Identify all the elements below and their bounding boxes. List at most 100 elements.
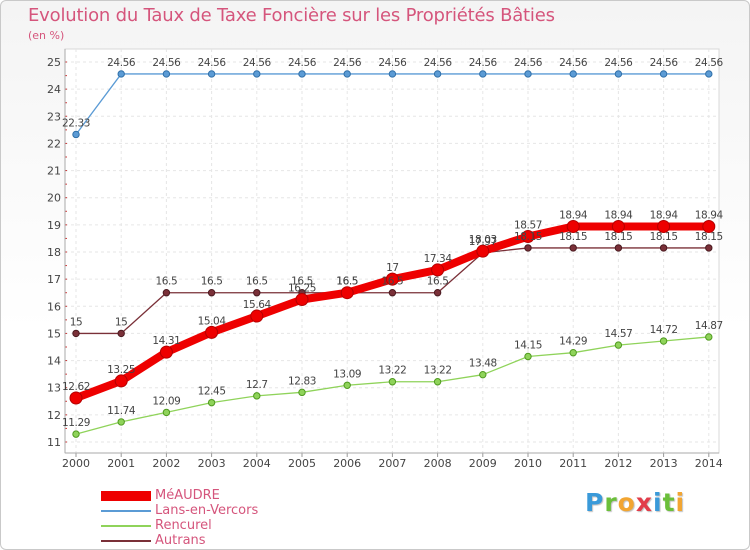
data-point-lans-en-vercors: [207, 70, 216, 78]
data-point-autrans: [569, 244, 577, 252]
data-point-lans-en-vercors: [117, 70, 125, 78]
logo-letter: o: [617, 488, 636, 517]
y-tick-label: 14: [47, 355, 61, 368]
y-tick-label: 22: [47, 137, 61, 150]
legend-label-lans-en-vercors: Lans-en-Vercors: [155, 503, 259, 518]
data-point-m-audre: [521, 230, 535, 244]
data-point-lans-en-vercors: [524, 70, 532, 78]
y-tick-label: 13: [47, 382, 61, 395]
x-tick-label: 2006: [333, 457, 361, 470]
data-label-autrans: 16.5: [201, 276, 223, 288]
x-tick-label: 2010: [514, 457, 542, 470]
data-label-m-audre: 16.5: [336, 276, 358, 288]
data-point-lans-en-vercors: [253, 70, 261, 78]
data-point-lans-en-vercors: [343, 70, 351, 78]
data-point-rencurel: [298, 388, 306, 397]
y-tick-label: 16: [47, 300, 61, 313]
logo-letter: i: [675, 488, 686, 517]
data-point-lans-en-vercors: [479, 70, 487, 78]
data-label-lans-en-vercors: 24.56: [514, 57, 543, 69]
chart-title: Evolution du Taux de Taxe Foncière sur l…: [28, 5, 555, 26]
y-tick-label: 11: [47, 436, 61, 449]
data-label-rencurel: 13.09: [333, 368, 361, 380]
legend-item-autrans[interactable]: Autrans: [101, 533, 361, 548]
data-label-rencurel: 11.29: [62, 417, 90, 429]
y-tick-label: 17: [47, 273, 61, 286]
legend-item-meaudre[interactable]: MéAUDRE: [101, 488, 361, 503]
data-point-autrans: [659, 244, 668, 252]
data-label-m-audre: 16.25: [288, 283, 316, 295]
data-label-autrans: 18.15: [695, 231, 723, 243]
data-point-m-audre: [114, 374, 128, 388]
data-label-lans-en-vercors: 22.33: [62, 117, 90, 129]
data-label-m-audre: 17.34: [424, 253, 453, 265]
data-label-lans-en-vercors: 24.56: [243, 57, 272, 69]
data-point-autrans: [162, 289, 171, 297]
data-label-lans-en-vercors: 24.56: [333, 57, 362, 69]
data-point-lans-en-vercors: [433, 70, 442, 78]
data-label-autrans: 16.5: [156, 276, 178, 288]
legend-swatch-rencurel: [101, 525, 151, 527]
data-label-autrans: 16.5: [336, 276, 358, 288]
data-label-lans-en-vercors: 24.56: [604, 57, 633, 69]
data-point-m-audre: [295, 293, 309, 306]
data-point-m-audre: [205, 325, 219, 339]
data-point-m-audre: [159, 345, 173, 359]
logo-letter: r: [604, 488, 618, 517]
legend-label-meaudre: MéAUDRE: [155, 488, 220, 503]
data-point-m-audre: [69, 391, 83, 405]
data-point-lans-en-vercors: [659, 70, 668, 78]
data-point-rencurel: [659, 337, 668, 345]
proxiti-logo[interactable]: Proxiti: [585, 488, 685, 517]
data-point-rencurel: [117, 418, 125, 426]
data-point-autrans: [72, 329, 80, 338]
data-label-m-audre: 18.94: [604, 209, 633, 221]
data-point-lans-en-vercors: [388, 70, 397, 78]
data-label-rencurel: 13.22: [378, 365, 406, 377]
legend-label-rencurel: Rencurel: [155, 518, 212, 533]
data-label-rencurel: 12.45: [198, 386, 226, 398]
data-point-rencurel: [343, 381, 351, 389]
y-tick-label: 12: [47, 409, 61, 422]
x-tick-label: 2001: [107, 457, 135, 470]
x-tick-label: 2011: [559, 457, 587, 470]
data-label-lans-en-vercors: 24.56: [559, 57, 588, 69]
data-point-rencurel: [388, 378, 397, 386]
data-point-lans-en-vercors: [162, 70, 171, 78]
data-label-lans-en-vercors: 24.56: [152, 57, 181, 69]
y-tick-label: 18: [47, 246, 61, 259]
data-point-m-audre: [476, 244, 490, 258]
x-tick-label: 2008: [424, 457, 452, 470]
data-label-lans-en-vercors: 24.56: [650, 57, 679, 69]
data-point-autrans: [705, 244, 713, 252]
data-label-m-audre: 13.25: [107, 364, 135, 376]
y-unit-label: (en %): [28, 29, 65, 42]
data-point-autrans: [253, 289, 261, 297]
data-point-rencurel: [207, 398, 216, 407]
data-point-autrans: [388, 289, 397, 297]
data-label-m-audre: 12.62: [62, 381, 90, 393]
x-tick-label: 2003: [198, 457, 226, 470]
data-point-m-audre: [250, 309, 264, 323]
legend-item-rencurel[interactable]: Rencurel: [101, 518, 361, 533]
data-label-rencurel: 13.48: [469, 358, 497, 370]
legend-item-lans-en-vercors[interactable]: Lans-en-Vercors: [101, 503, 361, 518]
data-label-lans-en-vercors: 24.56: [424, 57, 453, 69]
data-point-m-audre: [431, 263, 445, 277]
data-label-m-audre: 18.94: [650, 209, 679, 221]
x-tick-label: 2012: [604, 457, 632, 470]
data-point-lans-en-vercors: [569, 70, 577, 78]
data-point-autrans: [433, 289, 442, 297]
data-point-m-audre: [385, 272, 399, 286]
data-label-lans-en-vercors: 24.56: [469, 57, 498, 69]
data-label-autrans: 18.15: [514, 231, 542, 243]
data-point-rencurel: [253, 392, 261, 400]
data-label-rencurel: 12.09: [152, 395, 180, 407]
data-label-autrans: 18.15: [650, 231, 678, 243]
data-label-rencurel: 12.7: [246, 379, 268, 391]
data-point-rencurel: [569, 349, 577, 357]
data-label-autrans: 15: [70, 316, 83, 328]
data-point-lans-en-vercors: [298, 70, 306, 78]
data-label-rencurel: 14.72: [650, 324, 678, 336]
